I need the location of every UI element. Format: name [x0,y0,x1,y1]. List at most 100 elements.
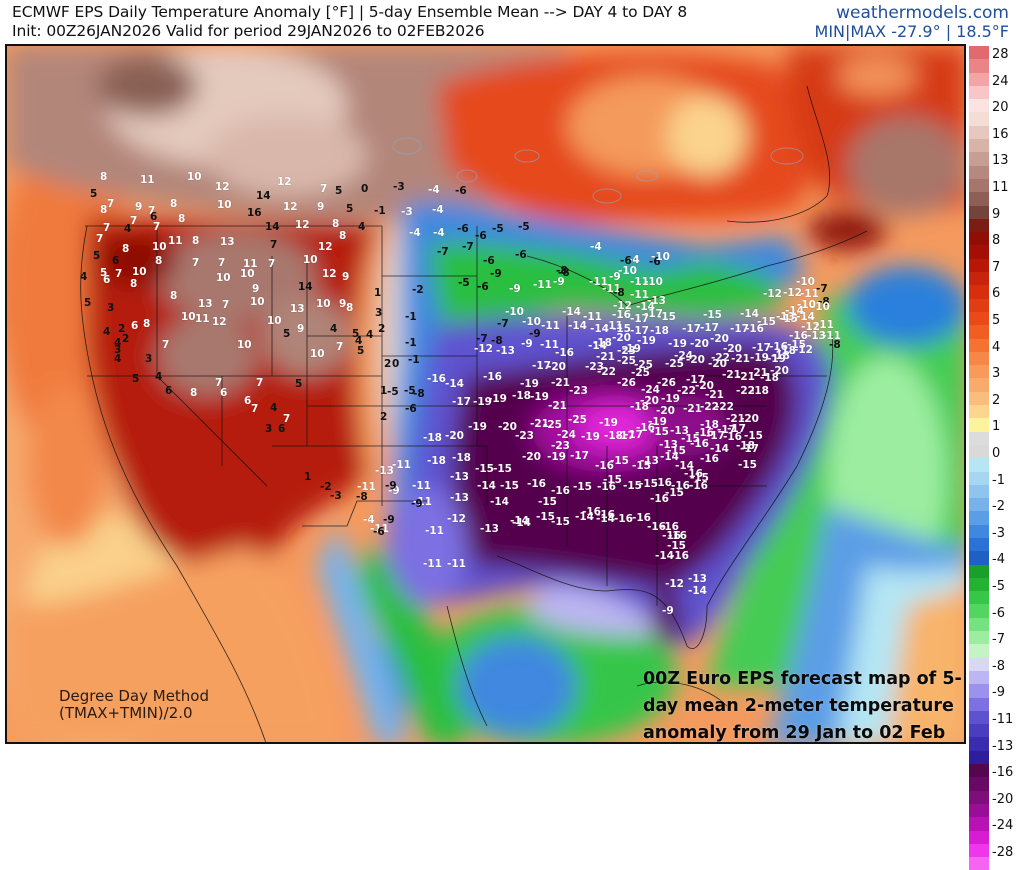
anomaly-value: -16 [670,550,689,562]
anomaly-value: -20 [522,451,541,463]
anomaly-value: -20 [656,405,675,417]
anomaly-value: -17 [700,322,719,334]
temperature-anomaly-map[interactable]: 8 11 10 12 12 7 5 0 -3 -4 -6 5 7 9 7 8 14 12 9 5 16 10 8 14 12 8-… [5,44,966,744]
anomaly-value: 8 [100,171,108,183]
anomaly-value: -20 [690,338,709,350]
anomaly-value: -8 [558,267,570,279]
anomaly-value: -14 [510,515,529,527]
anomaly-value: -1 [405,337,417,349]
anomaly-value: -16 [597,481,616,493]
legend-label: 28 [992,47,1009,62]
anomaly-value: -1 [374,205,386,217]
legend-swatch [969,272,989,286]
anomaly-value: 6 [150,211,158,223]
anomaly-value: -9 [662,605,674,617]
anomaly-value: -16 [555,347,574,359]
legend-swatch [969,537,989,552]
legend-swatch [969,285,989,299]
anomaly-value: -3 [393,181,405,193]
anomaly-value: -15 [551,516,570,528]
anomaly-value: -16 [551,485,570,497]
anomaly-value: -14 [445,378,464,390]
anomaly-value: -15 [738,459,757,471]
legend-label: -28 [992,845,1014,860]
anomaly-value: -16 [700,453,719,465]
anomaly-value: -11 [413,496,432,508]
anomaly-value: -14 [590,323,609,335]
anomaly-value: -18 [452,452,471,464]
anomaly-value: 12 [322,268,337,280]
anomaly-value: -14 [796,311,815,323]
anomaly-value: 8 [143,318,151,330]
anomaly-value: -18 [512,390,531,402]
anomaly-value: -14 [785,305,804,317]
legend-swatch [969,99,989,113]
anomaly-value: -5 [518,221,530,233]
anomaly-value: -6 [483,255,495,267]
anomaly-value: -12 [613,300,632,312]
legend-swatch [969,431,989,445]
anomaly-value: 10 [240,268,255,280]
anomaly-value: -8 [356,491,368,503]
anomaly-value: -4 [590,241,602,253]
anomaly-value: 8 [332,218,340,230]
anomaly-value: -26 [657,377,676,389]
legend-swatch [969,777,989,791]
anomaly-value: -10 [796,276,815,288]
anomaly-value: -18 [593,337,612,349]
anomaly-value: 12 [318,241,333,253]
anomaly-value: -19 [637,335,656,347]
legend-swatch [969,205,989,219]
anomaly-value: -18 [427,455,446,467]
anomaly-value: -2 [412,284,424,296]
anomaly-value: -15 [639,478,658,490]
anomaly-value: 10 [267,315,282,327]
header: ECMWF EPS Daily Temperature Anomaly [°F]… [0,0,1024,44]
anomaly-value: -19 [750,352,769,364]
legend-swatch [969,232,989,246]
legend-swatch [969,644,989,658]
anomaly-value: -16 [595,460,614,472]
anomaly-value: -18 [650,325,669,337]
anomaly-value: 8 [339,230,347,242]
minmax-readout: MIN|MAX -27.9° | 18.5°F [814,22,1009,41]
legend-label: -24 [992,818,1014,834]
anomaly-field [7,46,964,742]
anomaly-value: -17 [686,374,705,386]
legend-swatch [969,724,989,738]
anomaly-value: -2 [320,481,332,493]
anomaly-value: -6 [477,281,489,293]
legend-label: 16 [992,126,1009,142]
anomaly-value: 4 [124,223,132,235]
anomaly-value: -22 [736,385,755,397]
anomaly-value: 0 [361,183,369,195]
anomaly-value: -18 [750,385,769,397]
anomaly-value: -11 [540,339,559,351]
anomaly-value: -21 [726,413,745,425]
legend-swatch [969,112,989,126]
anomaly-value: -8 [413,388,425,400]
anomaly-value: 1 [374,287,382,299]
source-link[interactable]: weathermodels.com [836,3,1009,23]
anomaly-value: 8 [190,387,198,399]
legend-swatch [969,365,989,379]
legend-label: 1 [992,419,1001,435]
anomaly-value: 11 [195,313,210,325]
anomaly-value: -13 [807,330,826,342]
anomaly-value: -15 [536,511,555,523]
anomaly-value: -9 [385,480,397,492]
anomaly-value: 5 [90,188,98,200]
anomaly-value: -16 [632,512,651,524]
anomaly-value: -15 [612,323,631,335]
anomaly-value: -21 [548,400,567,412]
legend-label: 8 [992,233,1001,249]
anomaly-value: -12 [783,287,802,299]
legend-swatch [969,165,989,179]
legend-swatch [969,817,989,831]
anomaly-value: -14 [568,320,587,332]
legend-swatch [969,338,989,352]
anomaly-value: 7 [192,257,200,269]
anomaly-value: -20 [640,395,659,407]
legend-swatch [969,405,989,419]
anomaly-value: -11 [602,283,621,295]
